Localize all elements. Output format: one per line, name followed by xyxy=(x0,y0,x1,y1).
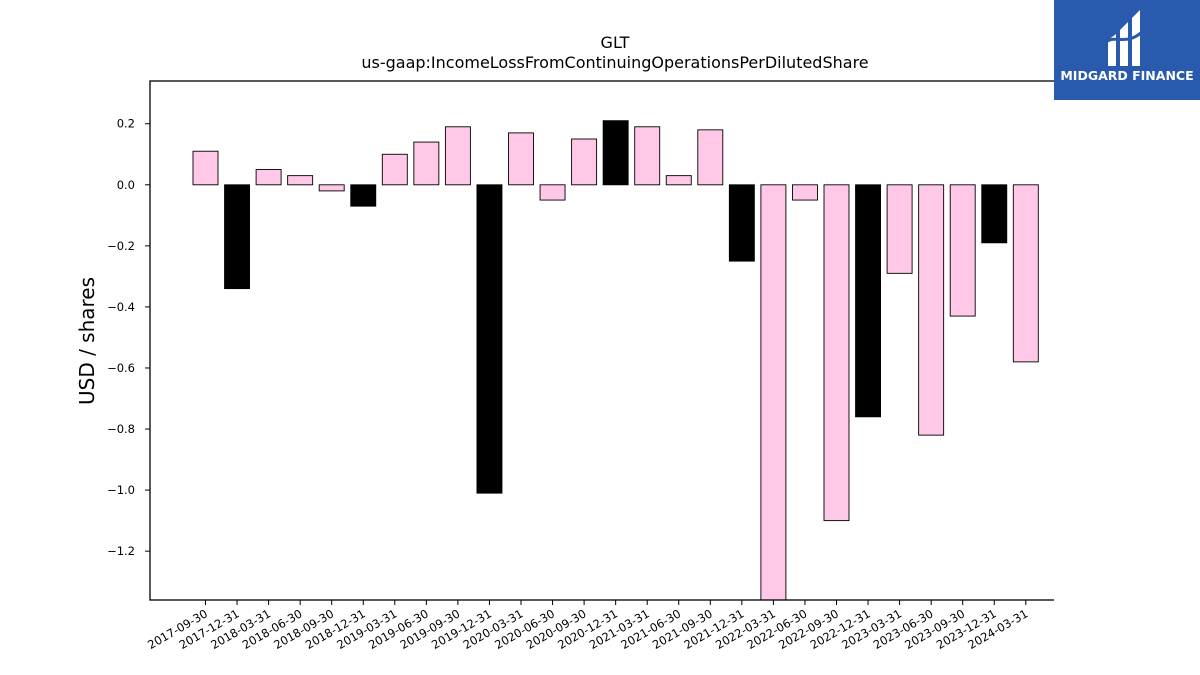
y-tick-label: −0.4 xyxy=(107,300,135,314)
chart: GLT us-gaap:IncomeLossFromContinuingOper… xyxy=(75,33,1054,652)
bar-2022-06-30 xyxy=(792,184,818,201)
midgard-logo-icon xyxy=(1105,10,1148,66)
bar-2019-09-30 xyxy=(444,126,471,186)
y-tick-label: −1.2 xyxy=(107,544,135,558)
bar-2018-03-31 xyxy=(255,169,282,186)
bar-2020-03-31 xyxy=(508,132,534,186)
bar-2019-12-31 xyxy=(476,184,503,494)
bar-2020-12-31 xyxy=(602,120,629,186)
y-tick-label: −0.6 xyxy=(107,361,135,375)
bar-2021-06-30 xyxy=(665,175,692,186)
midgard-finance-logo: MIDGARD FINANCE xyxy=(1054,0,1200,100)
y-tick-label: −0.2 xyxy=(107,239,135,253)
y-tick-label: −0.8 xyxy=(107,422,135,436)
bar-2019-06-30 xyxy=(413,141,440,186)
bar-2020-09-30 xyxy=(571,138,598,186)
y-axis-label: USD / shares xyxy=(75,277,99,405)
bar-2019-03-31 xyxy=(381,153,408,186)
bar-2020-06-30 xyxy=(539,184,566,201)
y-ticks-group: −1.2 −1.0 −0.8 −0.6 −0.4 −0.2 0.0 0.2 xyxy=(107,117,150,558)
bar-2018-06-30 xyxy=(287,175,314,186)
bar-2024-03-31 xyxy=(1012,184,1039,363)
chart-subtitle: us-gaap:IncomeLossFromContinuingOperatio… xyxy=(361,53,868,72)
bar-2018-09-30 xyxy=(318,184,345,192)
logo-text: MIDGARD FINANCE xyxy=(1060,68,1194,83)
bar-2021-03-31 xyxy=(634,126,661,186)
bar-2022-03-31 xyxy=(760,184,787,601)
bar-2023-12-31 xyxy=(981,184,1008,244)
y-tick-label: 0.2 xyxy=(117,117,135,131)
bar-2021-09-30 xyxy=(697,129,724,186)
y-tick-label: −1.0 xyxy=(107,483,135,497)
bar-2023-03-31 xyxy=(886,184,913,274)
y-tick-label: 0.0 xyxy=(117,178,135,192)
bar-2023-09-30 xyxy=(949,184,976,317)
x-ticks-group: 2017-09-302017-12-312018-03-312018-06-30… xyxy=(145,600,1030,652)
bar-2017-12-31 xyxy=(224,184,251,290)
chart-title: GLT xyxy=(601,33,630,52)
bar-2022-12-31 xyxy=(855,184,881,418)
bar-2023-06-30 xyxy=(918,184,945,436)
bar-2021-12-31 xyxy=(728,184,755,262)
bar-2018-12-31 xyxy=(350,184,377,207)
bars-group xyxy=(192,120,1039,601)
bar-2022-09-30 xyxy=(823,184,850,522)
bar-2017-09-30 xyxy=(192,150,219,186)
plot-frame xyxy=(149,80,1054,601)
